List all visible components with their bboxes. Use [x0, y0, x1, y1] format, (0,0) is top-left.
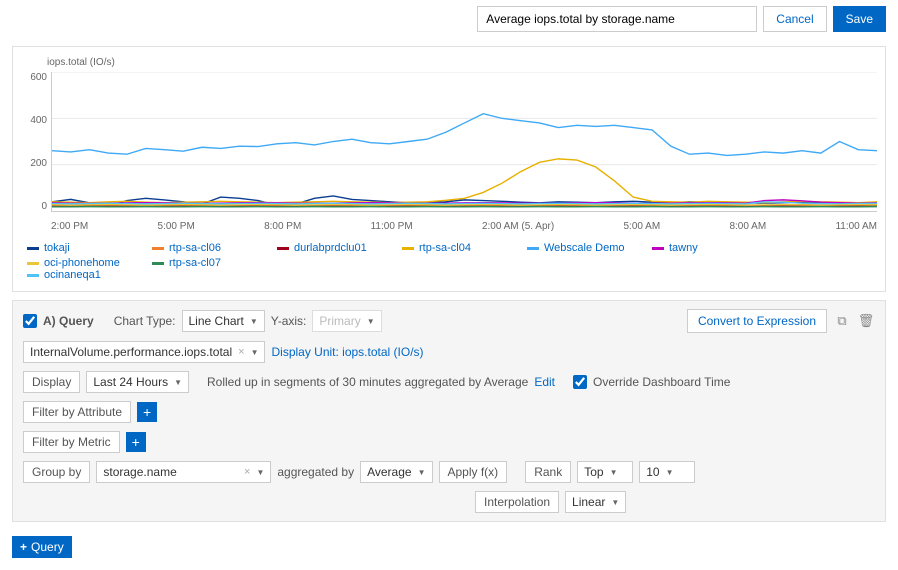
legend-swatch: [27, 274, 39, 277]
rank-n-select[interactable]: 10▼: [639, 461, 695, 483]
legend-swatch: [27, 247, 39, 250]
legend-label: rtp-sa-cl04: [419, 242, 471, 254]
clear-icon[interactable]: ×: [238, 346, 244, 358]
legend-swatch: [152, 262, 164, 265]
clear-icon[interactable]: ×: [244, 466, 250, 478]
legend-swatch: [152, 247, 164, 250]
delete-icon[interactable]: 🗑: [857, 312, 875, 330]
cancel-button[interactable]: Cancel: [763, 6, 826, 32]
add-metric-filter-button[interactable]: +: [126, 432, 146, 452]
legend-swatch: [652, 247, 664, 250]
override-label: Override Dashboard Time: [593, 375, 730, 389]
convert-expression-button[interactable]: Convert to Expression: [687, 309, 827, 333]
query-panel: A) Query Chart Type: Line Chart▼ Y-axis:…: [12, 300, 886, 522]
rank-direction-select[interactable]: Top▼: [577, 461, 633, 483]
chart-legend: tokaji oci-phonehome rtp-sa-cl06 rtp-sa-cl0…: [27, 242, 877, 281]
y-axis-title: iops.total (IO/s): [47, 57, 877, 68]
legend-item[interactable]: rtp-sa-cl06: [152, 242, 277, 254]
legend-label: rtp-sa-cl06: [169, 242, 221, 254]
chart-type-label: Chart Type:: [114, 314, 176, 328]
y-axis: 6004002000: [23, 72, 51, 212]
legend-item[interactable]: tawny: [652, 242, 777, 254]
legend-swatch: [277, 247, 289, 250]
legend-label: rtp-sa-cl07: [169, 257, 221, 269]
edit-rollup-link[interactable]: Edit: [534, 375, 555, 389]
display-label: Display: [23, 371, 80, 393]
add-query-button[interactable]: +Query: [12, 536, 72, 558]
legend-swatch: [527, 247, 539, 250]
yaxis-select[interactable]: Primary▼: [312, 310, 381, 332]
legend-item[interactable]: rtp-sa-cl07: [152, 257, 277, 269]
plus-icon: +: [20, 540, 27, 554]
filter-metric-button[interactable]: Filter by Metric: [23, 431, 120, 453]
legend-item[interactable]: rtp-sa-cl04: [402, 242, 527, 254]
legend-label: tawny: [669, 242, 698, 254]
legend-item[interactable]: oci-phonehome: [27, 257, 152, 269]
metric-input[interactable]: InternalVolume.performance.iops.total × …: [23, 341, 265, 363]
rank-label: Rank: [525, 461, 571, 483]
caret-down-icon: ▼: [251, 348, 259, 357]
caret-down-icon: ▼: [666, 468, 674, 477]
caret-down-icon: ▼: [256, 468, 264, 477]
display-unit-link[interactable]: Display Unit: iops.total (IO/s): [271, 345, 423, 359]
caret-down-icon: ▼: [174, 378, 182, 387]
filter-attribute-button[interactable]: Filter by Attribute: [23, 401, 131, 423]
caret-down-icon: ▼: [418, 468, 426, 477]
caret-down-icon: ▼: [610, 468, 618, 477]
legend-label: tokaji: [44, 242, 70, 254]
caret-down-icon: ▼: [367, 317, 375, 326]
group-by-input[interactable]: storage.name × ▼: [96, 461, 271, 483]
legend-swatch: [27, 262, 39, 265]
chart-type-select[interactable]: Line Chart▼: [182, 310, 265, 332]
legend-label: durlabprdclu01: [294, 242, 367, 254]
legend-label: Webscale Demo: [544, 242, 625, 254]
override-time-checkbox[interactable]: [573, 375, 587, 389]
interpolation-select[interactable]: Linear▼: [565, 491, 626, 513]
add-attribute-filter-button[interactable]: +: [137, 402, 157, 422]
legend-item[interactable]: ocinaneqa1: [27, 269, 137, 281]
legend-swatch: [402, 247, 414, 250]
aggregated-by-label: aggregated by: [277, 465, 354, 479]
line-chart: [51, 72, 877, 212]
yaxis-label: Y-axis:: [271, 314, 307, 328]
interpolation-label: Interpolation: [475, 491, 559, 513]
caret-down-icon: ▼: [611, 498, 619, 507]
caret-down-icon: ▼: [250, 317, 258, 326]
chart-panel: iops.total (IO/s) 6004002000 2:00 PM5:00…: [12, 46, 886, 292]
rollup-text: Rolled up in segments of 30 minutes aggr…: [207, 375, 528, 389]
legend-label: ocinaneqa1: [44, 269, 101, 281]
apply-fx-button[interactable]: Apply f(x): [439, 461, 508, 483]
query-label: A) Query: [43, 314, 94, 328]
group-by-label: Group by: [23, 461, 90, 483]
time-range-select[interactable]: Last 24 Hours▼: [86, 371, 189, 393]
widget-title-input[interactable]: [477, 6, 757, 32]
aggregate-select[interactable]: Average▼: [360, 461, 432, 483]
save-button[interactable]: Save: [833, 6, 886, 32]
x-axis: 2:00 PM5:00 PM8:00 PM11:00 PM2:00 AM (5.…: [51, 221, 877, 232]
legend-item[interactable]: durlabprdclu01: [277, 242, 402, 254]
legend-item[interactable]: Webscale Demo: [527, 242, 652, 254]
query-enable-checkbox[interactable]: [23, 314, 37, 328]
duplicate-icon[interactable]: ⧉: [833, 312, 851, 330]
legend-item[interactable]: tokaji: [27, 242, 152, 254]
legend-label: oci-phonehome: [44, 257, 120, 269]
